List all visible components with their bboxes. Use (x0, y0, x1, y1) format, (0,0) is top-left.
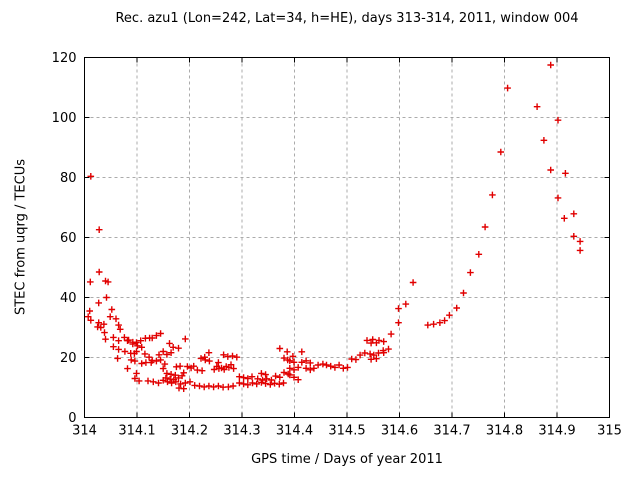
y-tick-label: 60 (60, 231, 77, 246)
x-tick-label: 314.9 (538, 424, 575, 439)
plot-frame (84, 57, 610, 418)
x-tick-label: 314.8 (486, 424, 523, 439)
x-tick-label: 315 (597, 424, 622, 439)
y-tick-label: 80 (60, 171, 77, 186)
x-tick-label: 314.2 (171, 424, 208, 439)
x-tick-label: 314.1 (118, 424, 155, 439)
x-axis-label: GPS time / Days of year 2011 (251, 452, 443, 467)
x-tick-label: 314.6 (381, 424, 418, 439)
x-tick-label: 314.3 (223, 424, 260, 439)
y-tick-label: 0 (68, 411, 76, 426)
y-tick-label: 40 (60, 291, 77, 306)
y-tick-label: 100 (52, 111, 77, 126)
y-tick-label: 20 (60, 351, 77, 366)
gridlines (84, 57, 610, 418)
x-tick-label: 314.7 (433, 424, 470, 439)
x-tick-label: 314 (72, 424, 97, 439)
chart-title: Rec. azu1 (Lon=242, Lat=34, h=HE), days … (115, 11, 579, 26)
data-points (84, 61, 584, 392)
x-tick-label: 314.4 (276, 424, 313, 439)
y-tick-label: 120 (52, 51, 77, 66)
x-tick-label: 314.5 (328, 424, 365, 439)
